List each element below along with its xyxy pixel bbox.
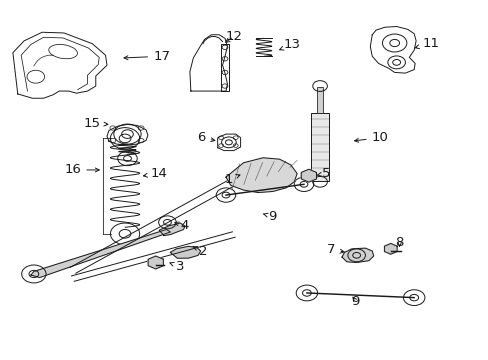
Text: 6: 6 bbox=[197, 131, 214, 144]
Text: 11: 11 bbox=[414, 37, 438, 50]
Text: 15: 15 bbox=[84, 117, 108, 130]
Text: 2: 2 bbox=[193, 244, 207, 257]
Polygon shape bbox=[148, 256, 163, 269]
Polygon shape bbox=[225, 158, 297, 193]
Polygon shape bbox=[170, 246, 200, 258]
Bar bbox=[311, 113, 328, 181]
Polygon shape bbox=[341, 248, 373, 262]
Polygon shape bbox=[159, 223, 184, 235]
Bar bbox=[317, 87, 323, 113]
Text: 17: 17 bbox=[124, 50, 170, 63]
Text: 5: 5 bbox=[316, 167, 330, 180]
Text: 13: 13 bbox=[279, 38, 300, 51]
Text: 16: 16 bbox=[64, 163, 99, 176]
Text: 10: 10 bbox=[354, 131, 387, 144]
Polygon shape bbox=[301, 169, 316, 182]
Text: 4: 4 bbox=[174, 219, 189, 233]
Polygon shape bbox=[31, 229, 170, 278]
Text: 14: 14 bbox=[143, 167, 167, 180]
Text: 9: 9 bbox=[351, 295, 359, 308]
Text: 3: 3 bbox=[169, 260, 184, 273]
Text: 12: 12 bbox=[225, 30, 242, 43]
Text: 8: 8 bbox=[395, 236, 403, 249]
Text: 7: 7 bbox=[326, 243, 344, 256]
Text: 1: 1 bbox=[224, 173, 240, 186]
Text: 9: 9 bbox=[263, 210, 276, 223]
Polygon shape bbox=[384, 243, 396, 254]
